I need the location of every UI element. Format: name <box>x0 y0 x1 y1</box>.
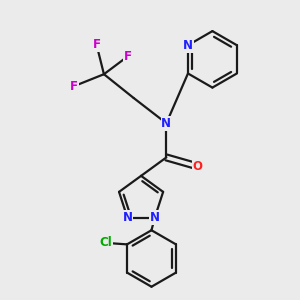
Text: N: N <box>150 211 160 224</box>
Text: F: F <box>70 80 78 93</box>
Text: F: F <box>124 50 132 63</box>
Text: Cl: Cl <box>99 236 112 249</box>
Text: N: N <box>122 211 133 224</box>
Text: O: O <box>193 160 202 173</box>
Text: N: N <box>183 39 193 52</box>
Text: F: F <box>92 38 101 51</box>
Text: N: N <box>161 117 171 130</box>
